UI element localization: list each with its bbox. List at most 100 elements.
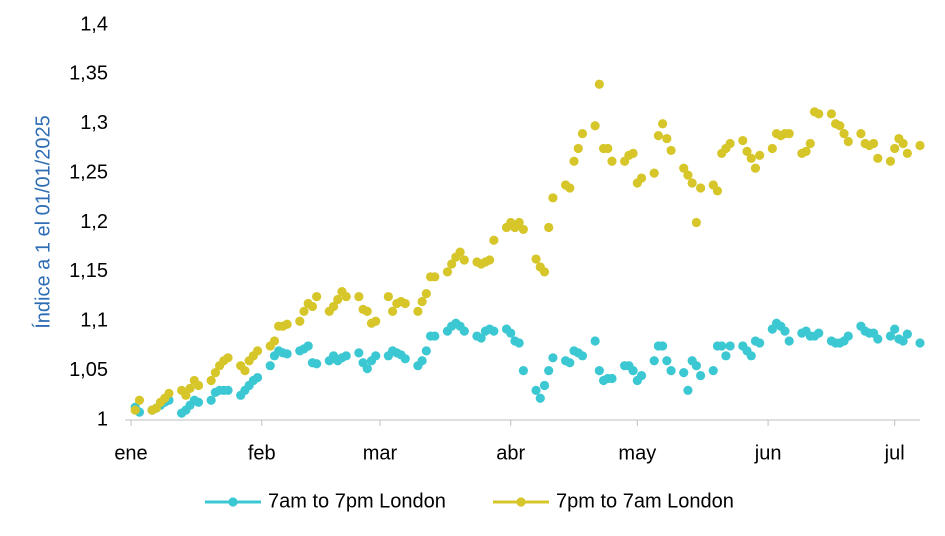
data-point	[902, 148, 912, 158]
data-point	[164, 388, 174, 398]
data-point	[362, 364, 372, 374]
data-point	[252, 372, 263, 383]
data-point	[240, 366, 250, 376]
data-point	[577, 351, 588, 361]
data-point	[805, 138, 815, 149]
data-point	[193, 380, 204, 391]
data-point	[341, 291, 351, 302]
data-point	[784, 336, 794, 346]
data-point	[193, 397, 204, 407]
data-point	[518, 366, 528, 376]
x-tick-label: abr	[496, 442, 525, 464]
data-point	[679, 368, 689, 378]
data-point	[459, 255, 469, 265]
data-point	[206, 375, 216, 386]
data-point	[206, 395, 216, 405]
data-point	[383, 291, 393, 302]
data-point	[489, 326, 499, 336]
data-point	[873, 153, 883, 163]
data-point	[539, 380, 550, 391]
data-point	[485, 255, 495, 265]
data-point	[252, 346, 263, 356]
y-tick-label: 1,2	[80, 211, 108, 233]
data-point	[387, 306, 398, 316]
data-point	[565, 183, 575, 193]
y-tick-label: 1,05	[69, 359, 108, 381]
data-point	[658, 341, 668, 351]
y-tick-label: 1,15	[69, 260, 108, 282]
data-point	[755, 150, 765, 160]
x-tick-label: may	[618, 442, 656, 464]
data-point	[565, 358, 575, 368]
data-point	[328, 301, 339, 312]
data-point	[223, 385, 233, 395]
data-point	[506, 328, 516, 338]
data-point	[780, 326, 790, 336]
legend-label: 7pm to 7am London	[556, 490, 734, 512]
data-point	[590, 121, 600, 131]
data-point	[767, 143, 777, 154]
data-point	[826, 109, 836, 119]
data-point	[890, 324, 900, 334]
data-point	[649, 356, 659, 366]
data-point	[839, 129, 849, 139]
data-point	[371, 351, 381, 361]
data-point	[303, 341, 313, 351]
data-point	[658, 119, 668, 129]
data-point	[544, 366, 554, 376]
data-point	[666, 366, 676, 376]
data-point	[784, 129, 794, 139]
y-tick-label: 1,4	[80, 13, 108, 35]
data-point	[801, 146, 811, 156]
data-point	[430, 331, 440, 341]
data-point	[531, 254, 541, 264]
data-point	[755, 338, 765, 348]
x-tick-label: jul	[884, 442, 905, 464]
data-point	[130, 405, 140, 415]
data-point	[455, 247, 465, 257]
x-tick-label: ene	[114, 442, 147, 464]
data-point	[725, 341, 735, 351]
data-point	[814, 109, 824, 119]
data-point	[223, 353, 233, 363]
data-point	[535, 393, 545, 403]
data-point	[134, 395, 145, 405]
data-point	[902, 329, 912, 339]
data-point	[835, 121, 845, 131]
data-point	[594, 366, 604, 376]
data-point	[746, 153, 756, 163]
data-point	[814, 328, 824, 338]
data-point	[590, 336, 600, 346]
data-point	[708, 366, 718, 376]
data-point	[628, 148, 638, 158]
data-point	[573, 143, 583, 154]
data-point	[476, 333, 486, 343]
data-point	[636, 173, 647, 183]
data-point	[539, 267, 550, 277]
data-point	[898, 336, 908, 346]
data-point	[603, 143, 613, 154]
data-point	[421, 289, 431, 299]
y-axis-title: Índice a 1 el 01/01/2025	[31, 115, 54, 329]
data-point	[400, 354, 410, 364]
data-point	[518, 224, 528, 235]
data-point	[312, 359, 322, 369]
data-point	[915, 140, 925, 151]
data-point	[333, 294, 343, 305]
data-point	[210, 368, 220, 378]
data-point	[691, 217, 701, 228]
data-point	[649, 168, 659, 178]
data-point	[421, 346, 431, 356]
data-point	[417, 296, 427, 307]
data-point	[548, 353, 558, 363]
data-point	[354, 291, 364, 302]
data-point	[873, 334, 883, 344]
data-point	[514, 217, 524, 228]
data-point	[662, 133, 672, 144]
y-tick-label: 1,3	[80, 112, 108, 134]
data-point	[742, 146, 752, 156]
data-point	[362, 306, 372, 316]
data-point	[185, 383, 195, 393]
y-tick-label: 1,25	[69, 161, 108, 183]
x-tick-label: feb	[248, 442, 276, 464]
